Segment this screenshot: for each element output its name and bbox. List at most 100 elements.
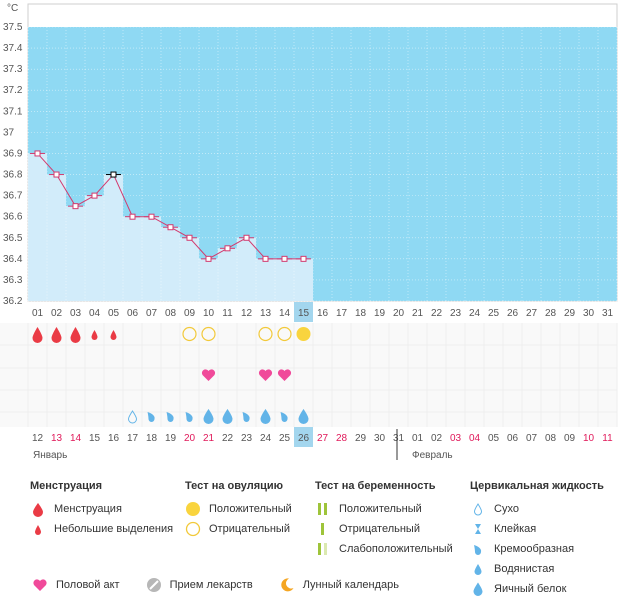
calendar-date-label: 17 (127, 433, 139, 444)
today-highlight-top (294, 302, 313, 322)
legend-pregnancy-negative-label: Отрицательный (339, 523, 420, 535)
temperature-point (53, 171, 60, 178)
legend-medication-label: Прием лекарств (169, 579, 253, 591)
y-tick-label: 37.2 (3, 85, 23, 96)
fluid-dry-icon (127, 410, 138, 424)
x-tick-label: 23 (450, 308, 462, 319)
x-tick-label: 26 (507, 308, 519, 319)
month-label-january: Январь (33, 450, 67, 461)
legend-intercourse-label: Половой акт (56, 579, 120, 591)
fluid-creamy-icon (470, 541, 486, 557)
legend-spotting-label: Небольшие выделения (54, 523, 174, 535)
calendar-date-label: 18 (146, 433, 158, 444)
x-tick-label: 03 (70, 308, 82, 319)
temperature-point (148, 213, 155, 220)
legend-pregnancy-positive-label: Положительный (339, 503, 422, 515)
ovulation-negative-icon (277, 326, 292, 342)
calendar-date-label: 13 (51, 433, 63, 444)
legend-menstruation-title: Менструация (30, 480, 103, 492)
ovulation-negative-icon (185, 521, 201, 537)
calendar-date-label: 01 (412, 433, 424, 444)
x-tick-label: 28 (545, 308, 557, 319)
fluid-dry-icon (470, 501, 486, 517)
fluid-watery-icon (470, 561, 486, 577)
temperature-point (224, 245, 231, 252)
x-tick-label: 13 (260, 308, 272, 319)
x-tick-label: 19 (374, 308, 386, 319)
bbt-chart: °C 36.2 36.3 36.4 36.5 36.6 36.7 36.8 36.9 37 37.… (0, 3, 618, 461)
temperature-point (262, 255, 269, 262)
temperature-point (186, 234, 193, 241)
x-tick-label: 11 (222, 308, 233, 319)
fluid-eggwhite-icon (260, 409, 271, 424)
calendar-date-label: 27 (317, 433, 329, 444)
today-highlight-bottom (294, 427, 313, 447)
x-tick-label: 09 (184, 308, 196, 319)
menstruation-drop-icon (51, 327, 62, 343)
temperature-bar (180, 237, 199, 301)
menstruation-drop-icon (70, 327, 81, 343)
y-tick-label: 36.5 (3, 233, 23, 244)
x-tick-label: 16 (317, 308, 329, 319)
legend-ovulation-negative-label: Отрицательный (209, 523, 290, 535)
legend-menstruation-label: Менструация (54, 503, 122, 515)
y-tick-label: 36.6 (3, 212, 23, 223)
calendar-date-label: 09 (564, 433, 576, 444)
temperature-point (129, 213, 136, 220)
temperature-bar (47, 174, 66, 301)
temperature-bar (66, 206, 85, 301)
x-tick-label: 04 (89, 308, 101, 319)
temperature-point (300, 255, 307, 262)
fluid-eggwhite-icon (298, 409, 309, 424)
x-tick-label: 31 (602, 308, 614, 319)
calendar-date-label: 16 (108, 433, 120, 444)
calendar-date-label: 28 (336, 433, 348, 444)
temperature-bar (85, 195, 104, 301)
legend-fluid-title: Цервикальная жидкость (470, 480, 604, 492)
icon-area-background (0, 323, 617, 427)
y-tick-label: 36.8 (3, 170, 23, 181)
temperature-point (34, 150, 41, 157)
calendar-date-label: 11 (602, 433, 613, 444)
legend-fluid: Цервикальная жидкость Сухо Клейкая Кремо… (470, 480, 604, 599)
temperature-bar (142, 216, 161, 301)
ovulation-negative-icon (201, 326, 216, 342)
legend-fluid-watery-label: Водянистая (494, 563, 555, 575)
ovulation-negative-icon (182, 326, 197, 342)
calendar-date-label: 19 (165, 433, 177, 444)
y-tick-label: 36.4 (3, 254, 23, 265)
calendar-date-label: 24 (260, 433, 272, 444)
fluid-creamy-icon (280, 412, 288, 422)
legend: Менструация Менструация Небольшие выделе… (0, 470, 626, 596)
pill-icon (146, 577, 162, 593)
temperature-bar (294, 258, 313, 301)
x-tick-label: 06 (127, 308, 139, 319)
legend-pregnancy-title: Тест на беременность (315, 480, 436, 492)
x-tick-label: 05 (108, 308, 120, 319)
y-tick-label: 37.3 (3, 64, 23, 75)
x-tick-label: 25 (488, 308, 500, 319)
temperature-bar (104, 174, 123, 301)
temperature-bar (199, 258, 218, 301)
legend-menstruation: Менструация Менструация Небольшие выделе… (30, 480, 173, 539)
moon-icon (279, 577, 295, 593)
ovulation-positive-icon (296, 327, 311, 341)
fluid-creamy-icon (147, 412, 155, 422)
y-tick-label: 36.7 (3, 191, 23, 202)
y-tick-label: 37.1 (3, 106, 23, 117)
fluid-eggwhite-icon (203, 409, 214, 424)
temperature-bar (275, 258, 294, 301)
calendar-date-label: 03 (450, 433, 462, 444)
x-tick-label: 24 (469, 308, 481, 319)
x-tick-label: 22 (431, 308, 443, 319)
calendar-date-label: 10 (583, 433, 595, 444)
x-tick-label: 17 (336, 308, 348, 319)
fluid-sticky-icon (470, 521, 486, 537)
temperature-point (167, 224, 174, 231)
light-spotting-drop-icon (30, 521, 46, 537)
heart-icon (201, 369, 216, 381)
y-tick-label: 36.3 (3, 275, 23, 286)
legend-pregnancy: Тест на беременность Положительный Отриц… (315, 480, 453, 559)
x-tick-label: 27 (526, 308, 538, 319)
pregnancy-positive-icon (315, 501, 331, 517)
